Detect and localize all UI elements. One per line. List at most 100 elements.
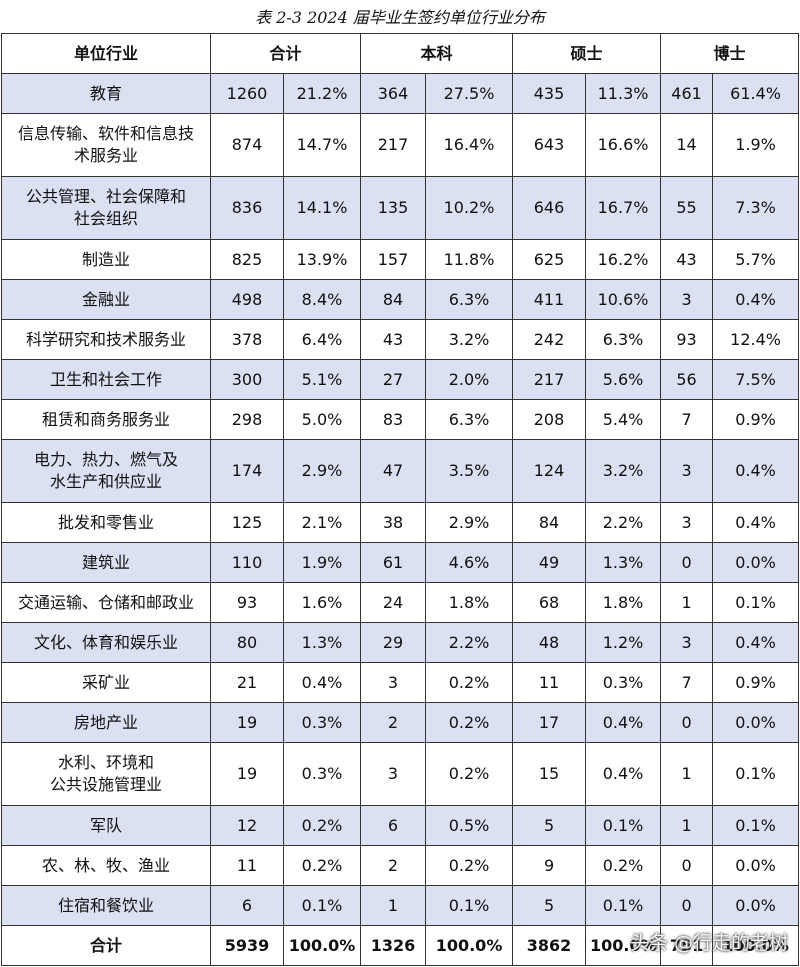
value-cell: 0.1% [425, 885, 514, 926]
value-cell: 0.2% [425, 702, 514, 743]
value-cell: 0.2% [282, 805, 362, 846]
value-cell: 1 [360, 885, 427, 926]
industry-cell: 农、林、牧、渔业 [1, 845, 211, 886]
value-cell: 0 [660, 542, 714, 583]
value-cell: 411 [512, 279, 587, 320]
value-cell: 43 [660, 239, 714, 280]
value-cell: 0.2% [282, 845, 362, 886]
value-cell: 2 [360, 702, 427, 743]
value-cell: 5.4% [585, 399, 662, 440]
table-row: 军队 12 0.2% 6 0.5% 5 0.1% 1 0.1% [1, 805, 800, 846]
value-cell: 6 [360, 805, 427, 846]
value-cell: 4.6% [425, 542, 514, 583]
value-cell: 135 [360, 176, 427, 240]
value-cell: 24 [360, 582, 427, 623]
industry-cell: 教育 [1, 73, 211, 114]
value-cell: 8.4% [282, 279, 362, 320]
value-cell: 2.0% [425, 359, 514, 400]
value-cell: 2.1% [282, 502, 362, 543]
table-row: 信息传输、软件和信息技 术服务业 874 14.7% 217 16.4% 643 16.6%… [1, 113, 800, 177]
value-cell: 242 [512, 319, 587, 360]
value-cell: 125 [210, 502, 284, 543]
value-cell: 49 [512, 542, 587, 583]
value-cell: 0 [660, 702, 714, 743]
value-cell: 157 [360, 239, 427, 280]
total-row: 合计 5939 100.0% 1326 100.0% 3862 100.0% 751 100.0… [1, 925, 800, 966]
value-cell: 11.3% [585, 73, 662, 114]
value-cell: 2.9% [282, 439, 362, 503]
value-cell: 378 [210, 319, 284, 360]
value-cell: 43 [360, 319, 427, 360]
table-row: 农、林、牧、渔业 11 0.2% 2 0.2% 9 0.2% 0 0.0% [1, 845, 800, 886]
value-cell: 1.8% [585, 582, 662, 623]
value-cell: 3.2% [585, 439, 662, 503]
value-cell: 0.0% [712, 845, 800, 886]
value-cell: 1.3% [282, 622, 362, 663]
value-cell: 13.9% [282, 239, 362, 280]
value-cell: 6.4% [282, 319, 362, 360]
value-cell: 825 [210, 239, 284, 280]
value-cell: 3 [660, 439, 714, 503]
value-cell: 0 [660, 845, 714, 886]
industry-cell: 房地产业 [1, 702, 211, 743]
value-cell: 6 [210, 885, 284, 926]
value-cell: 0 [660, 885, 714, 926]
value-cell: 17 [512, 702, 587, 743]
table-row: 科学研究和技术服务业 378 6.4% 43 3.2% 242 6.3% 93 12.4% [1, 319, 800, 360]
value-cell: 84 [512, 502, 587, 543]
industry-cell: 金融业 [1, 279, 211, 320]
industry-cell: 建筑业 [1, 542, 211, 583]
value-cell: 1 [660, 805, 714, 846]
value-cell: 0.4% [712, 502, 800, 543]
value-cell: 1.3% [585, 542, 662, 583]
value-cell: 68 [512, 582, 587, 623]
table-row: 公共管理、社会保障和 社会组织 836 14.1% 135 10.2% 646 16.7% 5… [1, 176, 800, 240]
value-cell: 0.0% [712, 542, 800, 583]
value-cell: 625 [512, 239, 587, 280]
value-cell: 38 [360, 502, 427, 543]
value-cell: 300 [210, 359, 284, 400]
value-cell: 11 [210, 845, 284, 886]
value-cell: 1 [660, 742, 714, 806]
total-cell: 100.0% [712, 925, 800, 966]
value-cell: 498 [210, 279, 284, 320]
value-cell: 0.2% [425, 742, 514, 806]
industry-cell: 交通运输、仓储和邮政业 [1, 582, 211, 623]
value-cell: 2.9% [425, 502, 514, 543]
value-cell: 174 [210, 439, 284, 503]
value-cell: 0.4% [712, 439, 800, 503]
value-cell: 0.0% [712, 702, 800, 743]
value-cell: 0.9% [712, 662, 800, 703]
value-cell: 874 [210, 113, 284, 177]
value-cell: 3 [660, 502, 714, 543]
industry-cell: 住宿和餐饮业 [1, 885, 211, 926]
value-cell: 61.4% [712, 73, 800, 114]
value-cell: 2.2% [585, 502, 662, 543]
value-cell: 5.0% [282, 399, 362, 440]
table-row: 水利、环境和 公共设施管理业 19 0.3% 3 0.2% 15 0.4% 1 0.1% [1, 742, 800, 806]
industry-cell: 文化、体育和娱乐业 [1, 622, 211, 663]
table-row: 批发和零售业 125 2.1% 38 2.9% 84 2.2% 3 0.4% [1, 502, 800, 543]
value-cell: 80 [210, 622, 284, 663]
value-cell: 0.5% [425, 805, 514, 846]
value-cell: 0.3% [282, 702, 362, 743]
total-cell: 100.0% [282, 925, 362, 966]
header-cell: 本科 [360, 33, 514, 74]
value-cell: 7 [660, 662, 714, 703]
value-cell: 7.5% [712, 359, 800, 400]
value-cell: 16.6% [585, 113, 662, 177]
value-cell: 643 [512, 113, 587, 177]
table-row: 电力、热力、燃气及 水生产和供应业 174 2.9% 47 3.5% 124 3.2% 3 0.… [1, 439, 800, 503]
table-row: 采矿业 21 0.4% 3 0.2% 11 0.3% 7 0.9% [1, 662, 800, 703]
table-row: 卫生和社会工作 300 5.1% 27 2.0% 217 5.6% 56 7.5% [1, 359, 800, 400]
value-cell: 435 [512, 73, 587, 114]
value-cell: 364 [360, 73, 427, 114]
value-cell: 16.4% [425, 113, 514, 177]
total-cell: 5939 [210, 925, 284, 966]
value-cell: 3.2% [425, 319, 514, 360]
value-cell: 56 [660, 359, 714, 400]
value-cell: 0.2% [425, 845, 514, 886]
value-cell: 0.4% [585, 742, 662, 806]
value-cell: 0.3% [585, 662, 662, 703]
value-cell: 47 [360, 439, 427, 503]
